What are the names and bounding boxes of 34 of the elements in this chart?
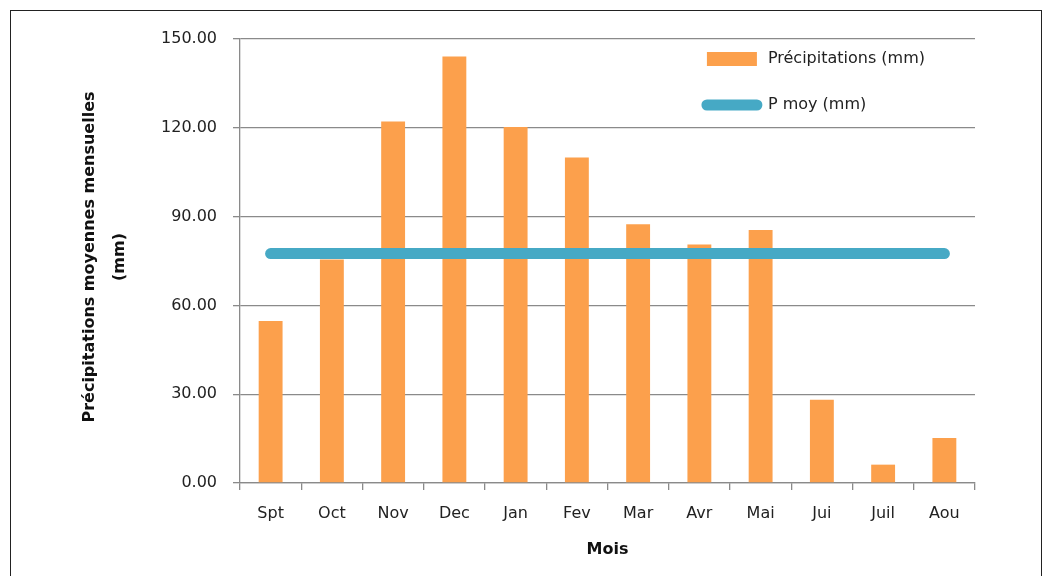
x-tick-label: Juil (870, 502, 895, 522)
y-tick-label: 30.00 (171, 383, 217, 403)
bar (626, 224, 651, 483)
bar (932, 438, 957, 483)
x-tick-label: Jan (502, 502, 528, 522)
bar (442, 56, 467, 483)
x-tick-label: Fev (563, 502, 591, 522)
y-tick-label: 60.00 (171, 294, 217, 314)
bar (871, 464, 896, 483)
bar (503, 126, 528, 483)
x-tick-label: Mai (746, 502, 775, 522)
y-axis-title: Précipitations moyennes mensuelles (mm) (79, 91, 129, 423)
y-tick-label: 150.00 (161, 28, 217, 48)
x-tick-label: Aou (929, 502, 960, 522)
x-tick-label: Spt (257, 502, 284, 522)
y-tick-label: 120.00 (161, 116, 217, 136)
bar (687, 244, 712, 483)
legend-label: Précipitations (mm) (767, 48, 926, 68)
y-tick-label: 90.00 (171, 205, 217, 225)
x-tick-label: Jui (811, 502, 832, 522)
bar (319, 259, 344, 483)
bar (564, 157, 589, 483)
bar (809, 399, 834, 483)
y-tick-label: 0.00 (181, 472, 217, 492)
x-tick-label: Avr (686, 502, 713, 522)
x-tick-label: Dec (438, 502, 470, 522)
x-tick-label: Oct (318, 502, 346, 522)
bar (748, 229, 773, 483)
legend-label: P moy (mm) (767, 94, 867, 114)
bar (381, 121, 406, 483)
bar (258, 321, 283, 483)
x-axis-title: Mois (586, 539, 629, 559)
x-tick-label: Mar (623, 502, 654, 522)
x-tick-label: Nov (377, 502, 409, 522)
